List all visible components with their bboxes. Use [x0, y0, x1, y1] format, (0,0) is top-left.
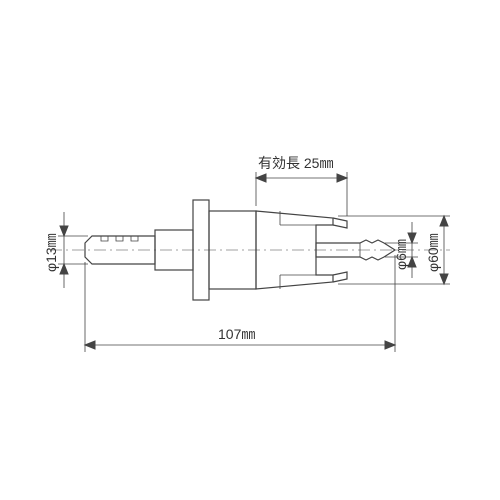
drill-dia-label: φ6㎜ — [393, 239, 409, 270]
dim-effective-length: 有効長 25㎜ — [256, 155, 347, 216]
overall-length-label: 107㎜ — [218, 326, 255, 342]
effective-length-label: 有効長 25㎜ — [258, 155, 333, 171]
shank-dia-label: φ13㎜ — [43, 233, 59, 272]
dim-overall-length: 107㎜ — [85, 255, 395, 352]
outer-dia-label: φ60㎜ — [425, 233, 441, 272]
